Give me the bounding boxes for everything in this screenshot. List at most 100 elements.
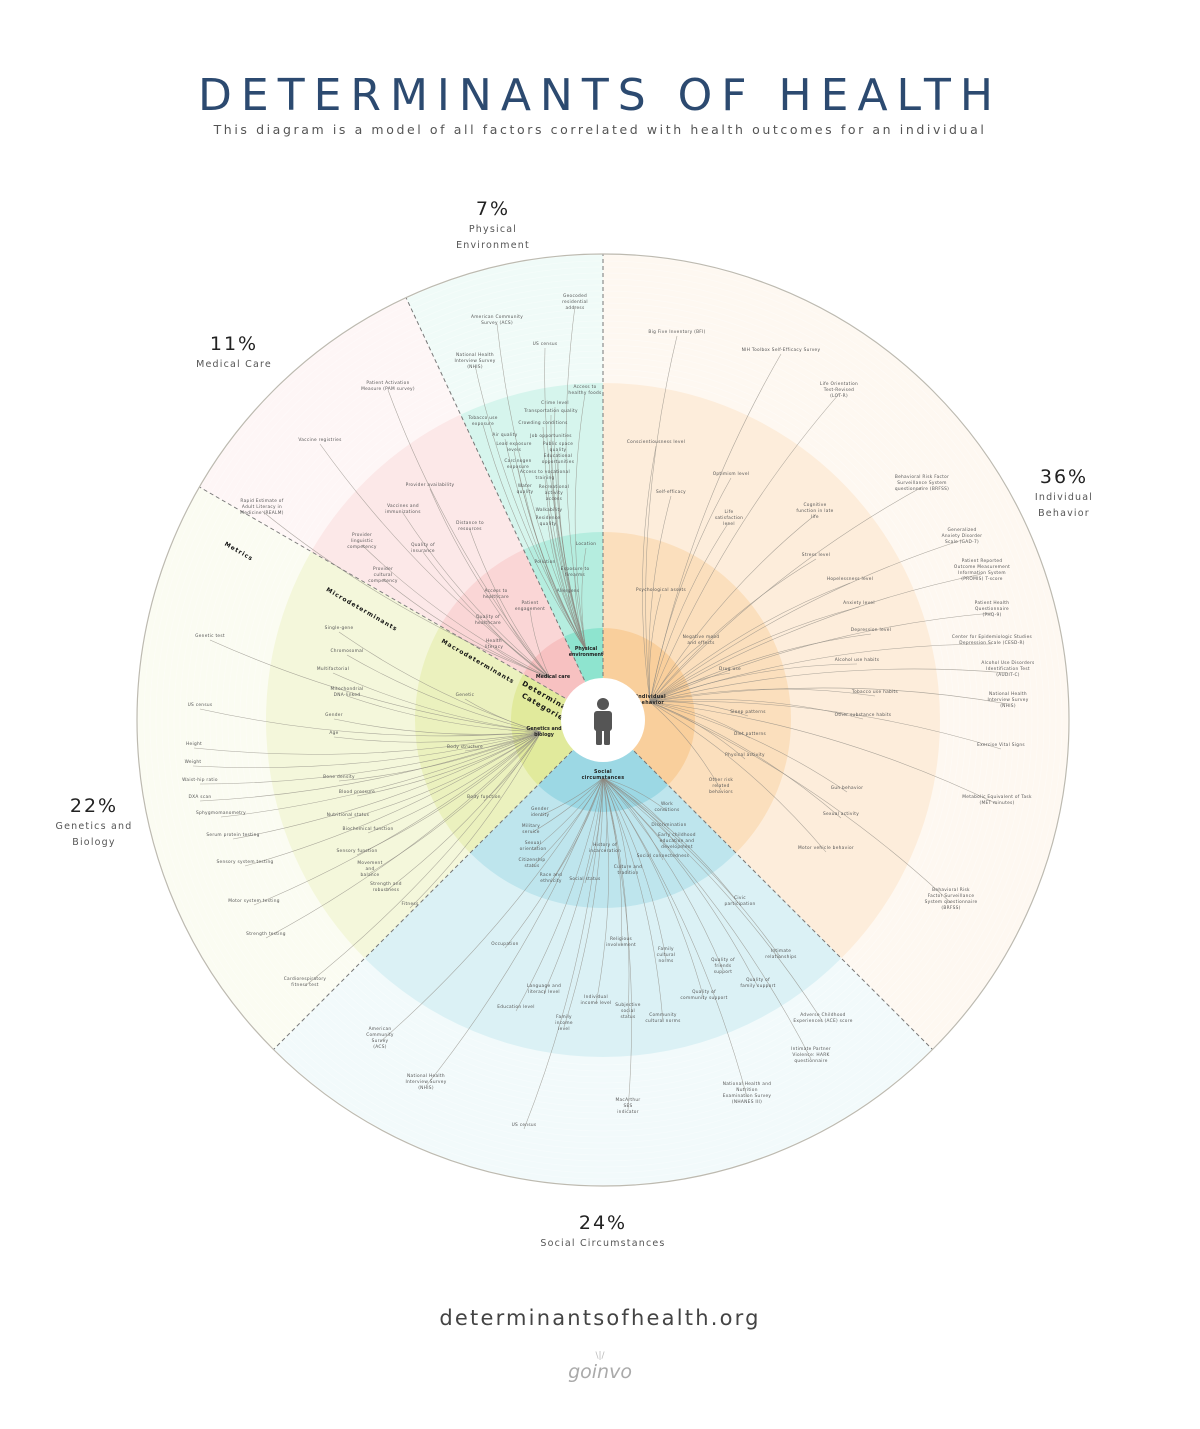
connector-line: [602, 777, 632, 1111]
goinvo-logo: \|/ goinvo: [0, 1352, 1200, 1384]
factor-label: Discrimination: [651, 822, 686, 828]
connector-line: [544, 565, 587, 651]
category-label: Physical environment: [569, 646, 604, 658]
connector-line: [649, 663, 858, 703]
factor-label: Life satisfaction level: [715, 509, 743, 527]
factor-label: Intimate Partner Violence: HARK questionna…: [791, 1046, 831, 1064]
connector-line: [193, 731, 542, 755]
percent-value: 22%: [69, 795, 119, 817]
factor-label: Access to healthcare: [483, 588, 509, 600]
factor-label: Geocoded residential address: [562, 293, 588, 311]
factor-label: Serum protein testing: [206, 832, 259, 838]
connector-line: [304, 731, 542, 987]
factor-label: Gender identity: [531, 806, 550, 818]
website-link[interactable]: determinantsofhealth.org: [439, 1306, 761, 1330]
page-title: DETERMINANTS OF HEALTH: [198, 70, 1002, 121]
connector-line: [649, 593, 662, 703]
factor-label: Nutritional status: [327, 812, 370, 818]
connector-line: [244, 731, 542, 867]
factor-label: Provider linguistic competency: [347, 532, 377, 550]
factor-label: DXA scan: [189, 794, 212, 800]
factor-label: National Health Interview Survey (NHIS): [987, 691, 1028, 709]
connector-line: [422, 551, 551, 679]
connector-line: [469, 529, 551, 679]
person-icon: [594, 698, 612, 745]
factor-label: Life Orientation Test-Revised (LOT-R): [820, 381, 858, 399]
factor-label: Educational opportunities: [542, 453, 575, 465]
connector-line: [367, 731, 542, 834]
wedge-social-ring-3: [537, 720, 669, 813]
factor-label: Age: [329, 730, 338, 736]
connector-line: [602, 777, 824, 1023]
factor-label: Walkability: [536, 507, 563, 513]
connector-line: [199, 731, 542, 785]
connector-line: [649, 701, 827, 853]
wedge-behavior-ring-2: [603, 532, 791, 853]
factor-label: Work conditions: [654, 801, 680, 813]
factor-label: Alcohol use habits: [835, 657, 880, 663]
sector-divider-line: [633, 750, 933, 1050]
sector-wedges: [136, 254, 1069, 1186]
sector-divider-line: [405, 297, 585, 681]
factor-label: Citizenship status: [519, 857, 546, 869]
factor-label: American Community Survey (ACS): [366, 1026, 394, 1050]
sector-name: Biology: [72, 837, 116, 848]
factor-label: Gun behavior: [831, 785, 864, 791]
connector-line: [567, 594, 587, 651]
percent-value: 24%: [578, 1212, 628, 1234]
connector-line: [584, 777, 604, 884]
factor-label: Water quality: [517, 483, 534, 495]
connector-line: [346, 654, 542, 733]
factor-label: Sexual activity: [823, 811, 859, 817]
factor-label: Air quality: [492, 432, 517, 438]
factor-label: Sleep patterns: [730, 709, 766, 715]
percent-value: 7%: [475, 198, 511, 220]
factor-label: Metabolic Equivalent of Task (MET minutes…: [962, 794, 1032, 806]
factor-label: Other risk related behaviors: [709, 777, 733, 795]
connector-line: [346, 695, 542, 733]
factor-label: Pollution: [534, 559, 555, 565]
connector-line: [332, 672, 542, 733]
factor-label: Hopelessness level: [827, 576, 873, 582]
factor-label: Strength and robustness: [370, 881, 402, 893]
factor-label: Biochemical function: [343, 826, 394, 832]
connector-line: [602, 777, 668, 812]
factor-label: Individual income level: [581, 994, 612, 1006]
factor-label: Optimism level: [713, 471, 750, 477]
factor-label: Weight: [185, 759, 202, 765]
factor-label: Tobacco use habits: [851, 689, 899, 695]
factor-label: Bone density: [323, 774, 355, 780]
factor-label: Single-gene: [325, 625, 354, 631]
factor-label: Quality of healthcare: [475, 614, 501, 626]
factor-label: Job opportunities: [529, 433, 572, 439]
connector-line: [482, 424, 587, 651]
factor-label: Physical activity: [725, 752, 765, 758]
factor-label: Tobacco use exposure: [467, 415, 498, 427]
factor-label: Gender: [325, 712, 343, 718]
factor-label: Exposure to firearms: [561, 566, 590, 578]
factor-label: Behavioral Risk Factor Surveillance System…: [925, 887, 978, 911]
factor-label: Provider cultural competency: [368, 566, 398, 584]
factor-label: Patient Reported Outcome Measurement Infor…: [954, 558, 1010, 582]
connector-line: [649, 701, 848, 793]
connector-line: [544, 478, 587, 651]
sector-divider-line: [199, 486, 566, 699]
connector-line: [464, 698, 542, 733]
factor-label: Family income level: [555, 1014, 573, 1032]
connector-line: [338, 731, 542, 782]
factor-label: Quality of community support: [680, 989, 727, 1001]
connector-line: [649, 558, 817, 703]
category-label: Genetics and biology: [526, 726, 562, 738]
connector-line: [602, 777, 630, 1016]
factor-label: Allergens: [557, 588, 580, 594]
factor-label: Intimate relationships: [765, 948, 797, 960]
connector-line: [361, 544, 551, 679]
factor-label: National Health and Nutrition Examination …: [723, 1081, 772, 1105]
connector-line: [523, 777, 604, 1130]
factor-label: Chromosomal: [330, 648, 363, 654]
factor-label: Exercise Vital Signs: [977, 742, 1025, 748]
connector-line: [649, 701, 722, 791]
factor-label: Provider availability: [406, 482, 455, 488]
sector-name: Physical: [468, 224, 518, 235]
factor-label: Vaccines and immunizations: [385, 503, 421, 515]
